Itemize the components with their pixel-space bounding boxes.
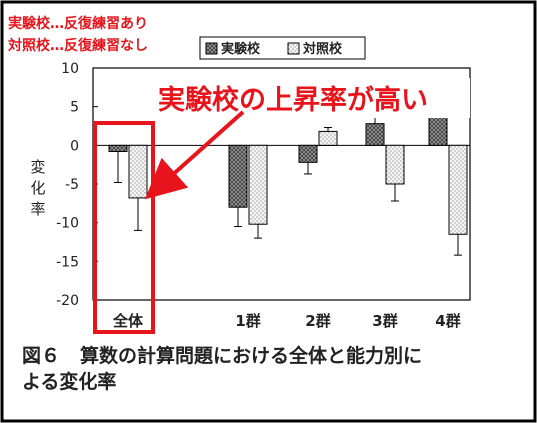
bar-experimental — [228, 144, 248, 208]
y-tick-label: 5 — [70, 100, 79, 116]
y-axis-label-char: 変 — [30, 158, 45, 176]
legend-swatch-experimental — [205, 42, 218, 55]
bar-control — [448, 144, 468, 235]
highlight-arrow — [145, 110, 245, 200]
figure-number: 図６ — [22, 345, 61, 367]
highlight-box — [93, 121, 155, 334]
y-tick-label: 0 — [70, 138, 79, 154]
x-tick-label: 全体 — [112, 312, 144, 330]
legend-label-experimental: 実験校 — [221, 41, 261, 57]
legend-swatch-control — [287, 42, 300, 55]
y-tick-label: -5 — [65, 177, 79, 193]
bar-experimental — [108, 144, 128, 153]
bar-experimental — [365, 123, 385, 146]
annotation-note-2: 対照校…反復練習なし — [7, 37, 148, 54]
y-tick-label: -10 — [56, 216, 79, 232]
bar-control — [128, 144, 148, 199]
annotation-note-1: 実験校…反復練習あり — [8, 15, 148, 32]
x-tick-label: 4群 — [435, 312, 460, 330]
y-axis-label-char: 率 — [30, 200, 45, 218]
highlight-callout: 実験校の上昇率が高い — [158, 84, 428, 116]
y-tick-label: -20 — [56, 293, 79, 309]
bar-control — [248, 144, 268, 225]
x-tick-label: 3群 — [372, 312, 397, 330]
bar-control — [385, 144, 405, 185]
x-tick-label: 1群 — [235, 312, 260, 330]
bar-experimental — [298, 144, 318, 163]
y-axis-label-char: 化 — [30, 179, 45, 197]
legend-box — [199, 36, 366, 60]
legend-label-control: 対照校 — [302, 41, 343, 57]
caption-line-2: よる変化率 — [22, 371, 117, 393]
x-tick-label: 2群 — [305, 312, 330, 330]
figure-caption: 図６ 算数の計算問題における全体と能力別に よる変化率 — [22, 343, 522, 395]
y-tick-label: 10 — [61, 61, 79, 77]
caption-line-1: 算数の計算問題における全体と能力別に — [80, 345, 423, 367]
y-tick-label: -15 — [56, 254, 79, 270]
highlight-text-bg — [152, 78, 470, 118]
bar-control — [318, 130, 338, 146]
